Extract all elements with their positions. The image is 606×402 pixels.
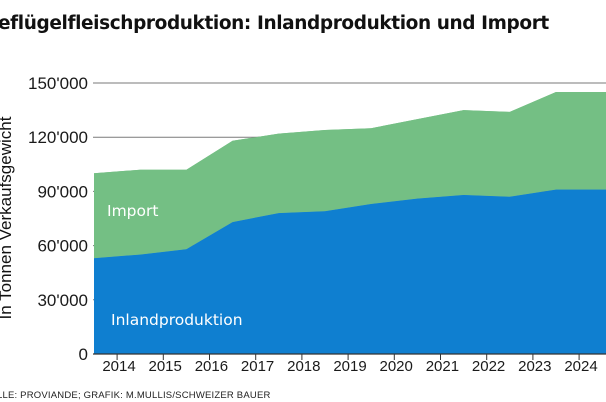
x-tick-label: 2021 <box>426 358 459 375</box>
x-tick-label: 2023 <box>518 358 551 375</box>
y-tick-label: 30'000 <box>37 291 88 310</box>
y-tick-label: 0 <box>79 345 88 364</box>
source-note: LLE: PROVIANDE; GRAFIK: M.MULLIS/SCHWEIZ… <box>0 390 271 401</box>
y-tick-label: 60'000 <box>37 237 88 256</box>
x-tick-label: 2024 <box>564 358 597 375</box>
x-tick-label: 2018 <box>287 358 320 375</box>
x-tick-label: 2016 <box>195 358 228 375</box>
series-inlandproduktion-area-overlay <box>94 189 606 354</box>
chart-title: eflügelfleischproduktion: Inlandprodukti… <box>0 13 549 34</box>
y-axis-label: In Tonnen Verkaufsgewicht <box>0 116 15 320</box>
series-label-import: Import <box>107 202 158 220</box>
y-tick-label: 90'000 <box>37 182 88 201</box>
x-tick-label: 2014 <box>102 358 135 375</box>
x-tick-label: 2017 <box>241 358 274 375</box>
series-label-inlandproduktion: Inlandproduktion <box>111 311 243 329</box>
x-tick-label: 2019 <box>333 358 366 375</box>
series-import-area-overlay <box>94 92 606 259</box>
x-tick-label: 2022 <box>472 358 505 375</box>
x-tick-label: 2020 <box>380 358 413 375</box>
y-tick-label: 150'000 <box>28 74 88 93</box>
x-tick-label: 2015 <box>149 358 182 375</box>
y-tick-label: 120'000 <box>28 128 88 147</box>
